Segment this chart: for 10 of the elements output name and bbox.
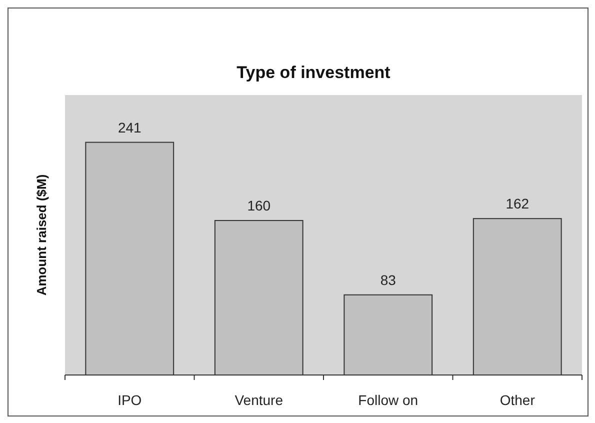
data-label: 83 <box>380 272 396 288</box>
chart-title: Type of investment <box>236 63 391 82</box>
x-tick-label: Other <box>500 392 536 408</box>
x-tick-label: Follow on <box>358 392 418 408</box>
x-tick-label: Venture <box>234 392 284 408</box>
y-axis-title: Amount raised ($M) <box>34 174 49 296</box>
data-label: 162 <box>506 196 530 212</box>
data-label: 241 <box>118 119 142 136</box>
data-label: 160 <box>247 198 271 214</box>
x-tick-label: IPO <box>118 392 142 408</box>
